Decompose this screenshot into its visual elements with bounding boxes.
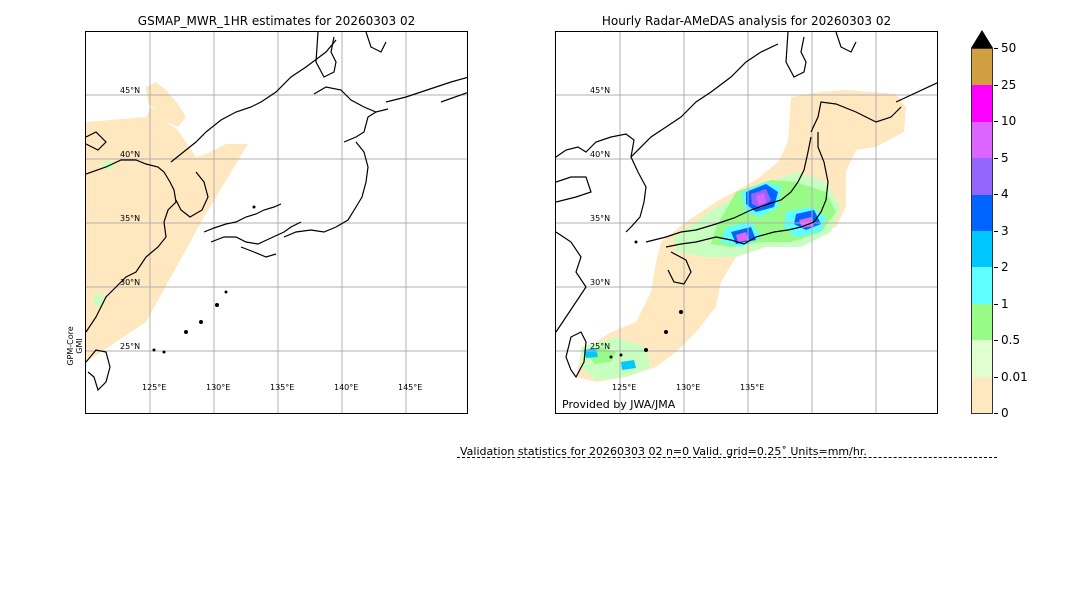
colorbar-tick-label: 0 (1001, 406, 1009, 420)
sensor-name: GMI (75, 338, 84, 354)
lon-label: 135°E (740, 383, 764, 392)
data-credit: Provided by JWA/JMA (562, 398, 676, 411)
colorbar-tick-label: 50 (1001, 41, 1017, 55)
colorbar-tick-label: 0.5 (1001, 333, 1021, 347)
colorbar-tick-label: 1 (1001, 297, 1009, 311)
rain-patch (93, 294, 105, 306)
left-map-plot: 45°N 40°N 35°N 30°N 25°N 125°E 130°E 135… (86, 32, 467, 413)
axis-labels: 45°N 40°N 35°N 30°N 25°N 125°E 130°E 135… (120, 86, 422, 392)
coastlines (86, 32, 467, 392)
swath-coverage (86, 107, 248, 362)
validation-divider (457, 457, 997, 458)
validation-statistics: Validation statistics for 20260303 02 n=… (460, 445, 867, 458)
lat-label: 45°N (120, 86, 140, 95)
lon-label: 125°E (142, 383, 166, 392)
lat-label: 35°N (120, 214, 140, 223)
lon-label: 125°E (612, 383, 636, 392)
islands (152, 205, 256, 354)
lat-label: 25°N (120, 342, 140, 351)
colorbar-seg-6 (972, 158, 992, 195)
lat-label: 25°N (590, 342, 610, 351)
left-map-title: GSMAP_MWR_1HR estimates for 20260303 02 (137, 14, 416, 28)
colorbar-seg-4 (972, 231, 992, 268)
right-map: 45°N 40°N 35°N 30°N 25°N 125°E 130°E 135… (555, 31, 938, 414)
lat-label: 35°N (590, 214, 610, 223)
right-map-plot: 45°N 40°N 35°N 30°N 25°N 125°E 130°E 135… (556, 32, 937, 413)
satellite-sensor-label: GPM-Core GMI (66, 326, 84, 366)
colorbar-seg-2 (972, 303, 992, 341)
lat-label: 40°N (120, 150, 140, 159)
lat-label: 40°N (590, 150, 610, 159)
colorbar-seg-5 (972, 194, 992, 231)
lon-label: 130°E (206, 383, 230, 392)
axis-labels: 45°N 40°N 35°N 30°N 25°N 125°E 130°E 135… (590, 86, 764, 392)
lat-label: 30°N (590, 278, 610, 287)
islands (609, 240, 683, 359)
lat-label: 30°N (120, 278, 140, 287)
colorbar-seg-7 (972, 121, 992, 159)
colorbar-tick-label: 10 (1001, 114, 1017, 128)
colorbar-extend-arrow (971, 30, 993, 48)
lon-label: 140°E (334, 383, 358, 392)
lon-label: 135°E (270, 383, 294, 392)
lon-label: 145°E (398, 383, 422, 392)
lon-label: 130°E (676, 383, 700, 392)
colorbar-tick-label: 5 (1001, 151, 1009, 165)
gridlines (556, 32, 937, 413)
coastlines (556, 32, 937, 379)
colorbar-tick-label: 4 (1001, 187, 1009, 201)
left-map: 45°N 40°N 35°N 30°N 25°N 125°E 130°E 135… (85, 31, 468, 414)
colorbar-seg-8 (972, 85, 992, 122)
colorbar-seg-9 (972, 49, 992, 86)
colorbar-tick-label: 25 (1001, 78, 1017, 92)
colorbar-tick-label: 0.01 (1001, 370, 1028, 384)
satellite-name: GPM-Core (66, 326, 75, 366)
lat-label: 45°N (590, 86, 610, 95)
colorbar-tick-label: 3 (1001, 224, 1009, 238)
right-map-title: Hourly Radar-AMeDAS analysis for 2026030… (601, 14, 892, 28)
colorbar (971, 48, 993, 414)
gridlines (86, 32, 467, 413)
colorbar-seg-3 (972, 267, 992, 304)
colorbar-seg-0 (972, 376, 992, 413)
colorbar-tick-label: 2 (1001, 260, 1009, 274)
colorbar-seg-1 (972, 340, 992, 377)
